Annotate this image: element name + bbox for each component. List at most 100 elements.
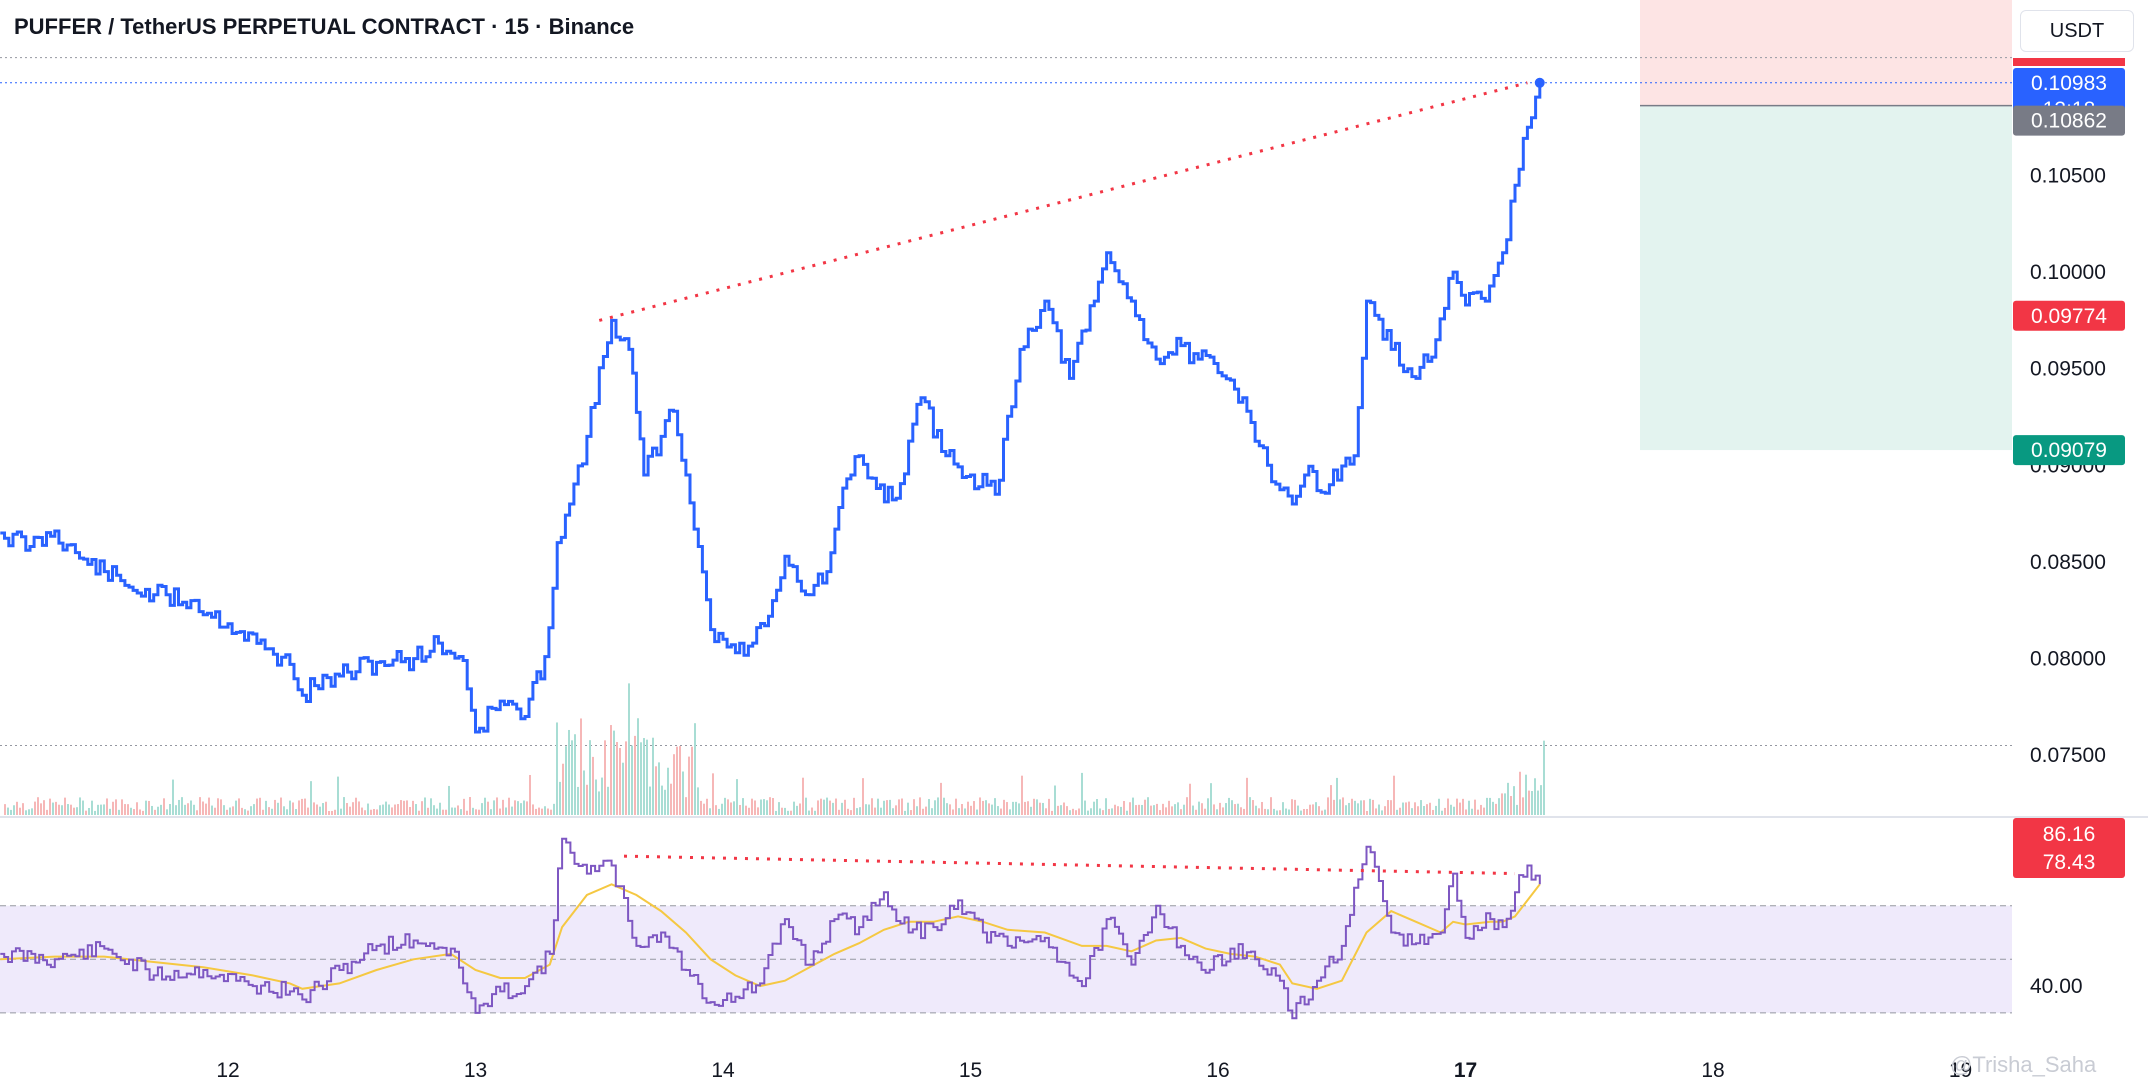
volume-bar bbox=[721, 803, 723, 815]
volume-bar bbox=[316, 804, 318, 815]
volume-bar bbox=[1474, 799, 1476, 815]
volume-bar bbox=[115, 799, 117, 815]
volume-bar bbox=[730, 802, 732, 815]
volume-bar bbox=[1363, 800, 1365, 815]
volume-bar bbox=[388, 804, 390, 815]
volume-bar bbox=[1288, 809, 1290, 815]
volume-bar bbox=[487, 801, 489, 815]
volume-bar bbox=[922, 808, 924, 815]
volume-bar bbox=[106, 798, 108, 815]
volume-bar bbox=[406, 800, 408, 815]
volume-bar bbox=[877, 798, 879, 815]
volume-bar bbox=[718, 808, 720, 815]
volume-bar bbox=[1411, 808, 1413, 815]
volume-bar bbox=[1381, 810, 1383, 815]
volume-bar bbox=[340, 808, 342, 815]
volume-bar bbox=[766, 800, 768, 815]
volume-bar bbox=[154, 809, 156, 815]
volume-bar bbox=[172, 779, 174, 815]
volume-bar bbox=[532, 804, 534, 815]
volume-bar bbox=[1180, 809, 1182, 815]
volume-bar bbox=[868, 804, 870, 815]
volume-bar bbox=[676, 746, 678, 815]
volume-bar bbox=[619, 747, 621, 815]
volume-bar bbox=[1123, 801, 1125, 815]
volume-bar bbox=[646, 739, 648, 815]
volume-bar bbox=[1096, 799, 1098, 815]
rsi-axis[interactable]: 40.00 bbox=[2030, 975, 2083, 998]
volume-bar bbox=[1093, 801, 1095, 815]
volume-bar bbox=[1342, 797, 1344, 815]
volume-bar bbox=[889, 799, 891, 815]
volume-bar bbox=[1000, 808, 1002, 815]
volume-bar bbox=[559, 781, 561, 815]
volume-bar bbox=[211, 805, 213, 815]
volume-bar bbox=[238, 798, 240, 815]
volume-bar bbox=[484, 797, 486, 815]
volume-bar bbox=[1471, 808, 1473, 815]
volume-bar bbox=[1024, 801, 1026, 815]
volume-bar bbox=[955, 798, 957, 815]
volume-bar bbox=[973, 801, 975, 815]
volume-bar bbox=[763, 799, 765, 815]
volume-bar bbox=[616, 742, 618, 815]
volume-bar bbox=[886, 800, 888, 815]
volume-bar bbox=[724, 797, 726, 815]
volume-bar bbox=[1300, 810, 1302, 815]
volume-bar bbox=[1429, 802, 1431, 815]
volume-bar bbox=[988, 803, 990, 815]
volume-bar bbox=[1246, 777, 1248, 815]
volume-bar bbox=[58, 804, 60, 815]
volume-bar bbox=[481, 803, 483, 815]
currency-selector[interactable]: USDT bbox=[2020, 10, 2134, 52]
volume-bar bbox=[163, 798, 165, 815]
volume-bar bbox=[1234, 804, 1236, 815]
chart-title: PUFFER / TetherUS PERPETUAL CONTRACT · 1… bbox=[14, 14, 635, 39]
take-profit-zone bbox=[1640, 105, 2012, 451]
volume-bar bbox=[589, 740, 591, 815]
volume-bar bbox=[751, 798, 753, 815]
volume-bar bbox=[1156, 803, 1158, 815]
volume-bar bbox=[1207, 798, 1209, 815]
time-axis[interactable]: 12 13 14 15 16 17 18 19 bbox=[216, 1059, 1972, 1082]
volume-bar bbox=[1480, 804, 1482, 815]
volume-bar bbox=[142, 810, 144, 815]
volume-bar bbox=[1258, 808, 1260, 815]
marker-price-badge-bg bbox=[2013, 105, 2125, 136]
volume-bar bbox=[193, 804, 195, 815]
volume-bar bbox=[820, 798, 822, 815]
volume-bar bbox=[424, 797, 426, 815]
time-tick-label: 17 bbox=[1454, 1059, 1477, 1082]
volume-bar bbox=[64, 797, 66, 815]
volume-bar bbox=[472, 807, 474, 815]
price-axis[interactable]: 0.075000.080000.085000.090000.095000.100… bbox=[2030, 165, 2106, 768]
volume-bar bbox=[10, 809, 12, 815]
volume-bar bbox=[892, 808, 894, 815]
volume-bar bbox=[262, 809, 264, 815]
volume-bar bbox=[529, 774, 531, 815]
volume-bar bbox=[202, 801, 204, 815]
time-tick-label: 15 bbox=[959, 1059, 982, 1082]
volume-bar bbox=[310, 781, 312, 815]
volume-bar bbox=[1102, 810, 1104, 815]
volume-bar bbox=[121, 799, 123, 815]
volume-bar bbox=[61, 805, 63, 815]
volume-bar bbox=[1393, 775, 1395, 815]
volume-bar bbox=[994, 798, 996, 815]
volume-bar bbox=[1249, 797, 1251, 815]
volume-bar bbox=[349, 806, 351, 815]
volume-bar bbox=[40, 803, 42, 815]
rsi-value-badge: 86.16 bbox=[2043, 823, 2096, 846]
volume-bar bbox=[13, 805, 15, 815]
volume-bar bbox=[1348, 802, 1350, 815]
volume-bar bbox=[1297, 805, 1299, 815]
volume-bar bbox=[985, 800, 987, 815]
volume-bar bbox=[445, 809, 447, 815]
volume-bar bbox=[43, 800, 45, 815]
volume-bar bbox=[160, 804, 162, 815]
volume-bar bbox=[253, 804, 255, 815]
volume-bar bbox=[502, 799, 504, 815]
volume-bar bbox=[535, 808, 537, 815]
volume-bar bbox=[1267, 809, 1269, 815]
